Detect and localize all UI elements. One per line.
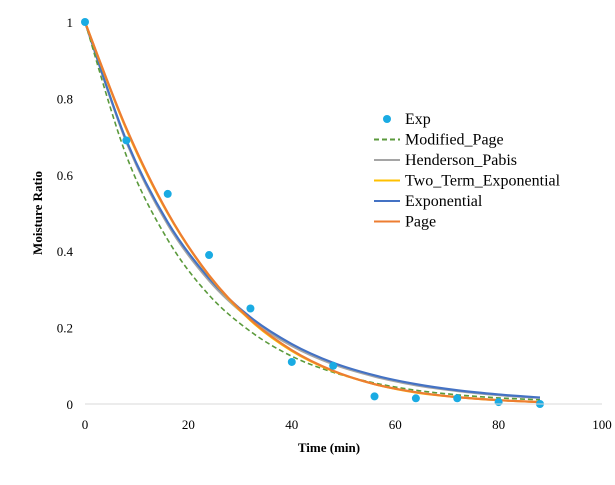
plot-area xyxy=(81,18,544,408)
two-term-exponential-line xyxy=(83,21,541,404)
y-tick-label: 1 xyxy=(67,15,74,30)
exp-data-point xyxy=(411,394,420,403)
x-tick-label: 20 xyxy=(182,417,195,432)
y-axis-title: Moisture Ratio xyxy=(30,171,45,255)
y-tick-label: 0.4 xyxy=(57,244,74,259)
x-axis-title: Time (min) xyxy=(298,440,360,455)
axes: 0 20 40 60 80 100 0 0.2 0.4 0.6 0.8 1 xyxy=(57,15,612,432)
x-tick-label: 40 xyxy=(285,417,298,432)
legend-label-modified-page: Modified_Page xyxy=(405,132,504,149)
exp-data-point xyxy=(81,18,89,26)
legend-label-henderson-pabis: Henderson_Pabis xyxy=(405,152,517,169)
exp-data-point xyxy=(205,251,214,260)
legend-label-two-term-exponential: Two_Term_Exponential xyxy=(405,173,561,190)
exp-data-point xyxy=(246,304,255,313)
legend-label-exponential: Exponential xyxy=(405,193,483,210)
exp-data-point xyxy=(163,189,172,198)
exp-data-point xyxy=(287,357,296,366)
page-line xyxy=(83,21,541,404)
x-tick-label: 60 xyxy=(389,417,402,432)
y-tick-label: 0.2 xyxy=(57,321,73,336)
legend-swatch-exp xyxy=(383,115,391,123)
exp-data-point xyxy=(370,392,379,401)
exponential-line xyxy=(83,21,541,399)
legend-label-exp: Exp xyxy=(405,111,431,128)
y-tick-label: 0 xyxy=(67,397,74,412)
x-tick-label: 100 xyxy=(592,417,612,432)
exp-data-point xyxy=(122,136,131,145)
exp-data-point xyxy=(453,394,462,403)
legend-label-page: Page xyxy=(405,214,436,231)
x-tick-label: 0 xyxy=(82,417,89,432)
x-tick-label: 80 xyxy=(492,417,505,432)
legend: Exp Modified_Page Henderson_Pabis Two_Term_… xyxy=(374,111,561,231)
y-tick-label: 0.8 xyxy=(57,91,73,106)
y-tick-label: 0.6 xyxy=(57,168,74,183)
exp-data-point xyxy=(329,361,338,370)
modified-page-line xyxy=(84,21,540,401)
exp-data-point xyxy=(494,398,503,407)
